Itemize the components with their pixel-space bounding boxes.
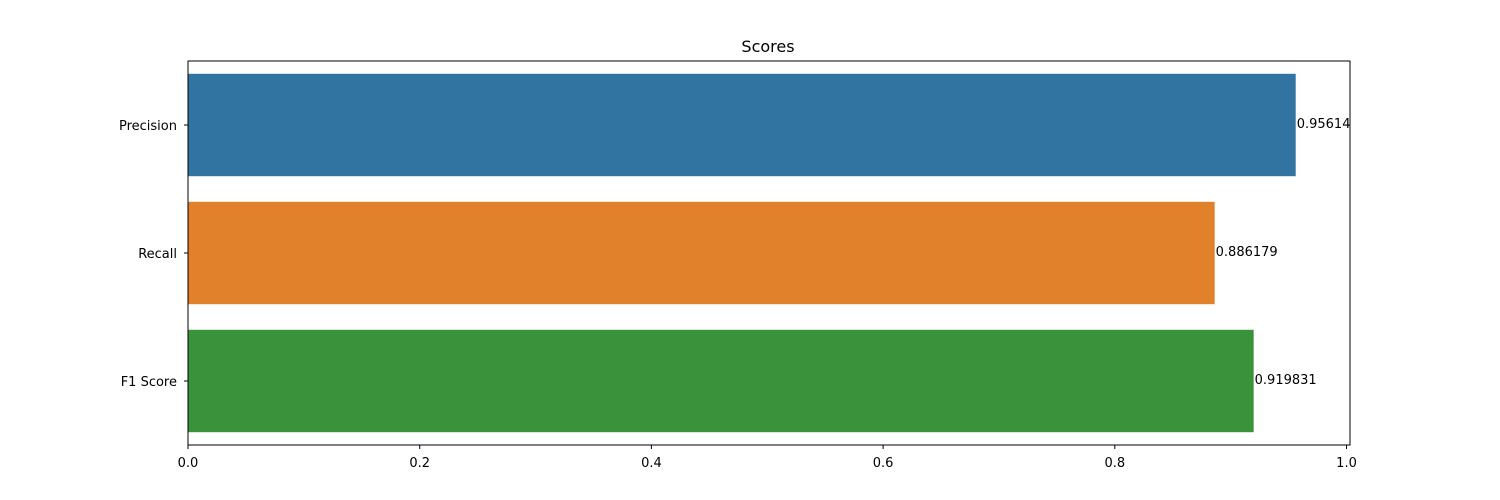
x-tick-label: 0.2 [409, 456, 430, 471]
bar-value-label: 0.919831 [1255, 373, 1317, 388]
y-tick-labels: Precision Recall F1 Score [119, 119, 188, 390]
y-tick-label: Recall [138, 247, 177, 262]
bar-value-label: 0.886179 [1216, 245, 1278, 260]
bars-group [188, 73, 1296, 433]
bar-value-label: 0.95614 [1297, 117, 1351, 132]
bar-precision [188, 73, 1296, 177]
bar-recall [188, 201, 1215, 305]
bar-f1-score [188, 329, 1254, 433]
x-ticks: 0.0 0.2 0.4 0.6 0.8 1.0 [178, 445, 1357, 471]
value-labels: 0.95614 0.886179 0.919831 [1216, 117, 1351, 388]
plot-frame [187, 60, 1351, 446]
x-tick-label: 0.8 [1104, 456, 1125, 471]
y-tick-label: Precision [119, 119, 177, 134]
y-tick-label: F1 Score [121, 375, 177, 390]
x-tick-label: 0.4 [641, 456, 662, 471]
chart-title: Scores [741, 37, 794, 56]
x-tick-label: 0.6 [873, 456, 894, 471]
x-tick-label: 0.0 [178, 456, 199, 471]
x-tick-label: 1.0 [1336, 456, 1357, 471]
